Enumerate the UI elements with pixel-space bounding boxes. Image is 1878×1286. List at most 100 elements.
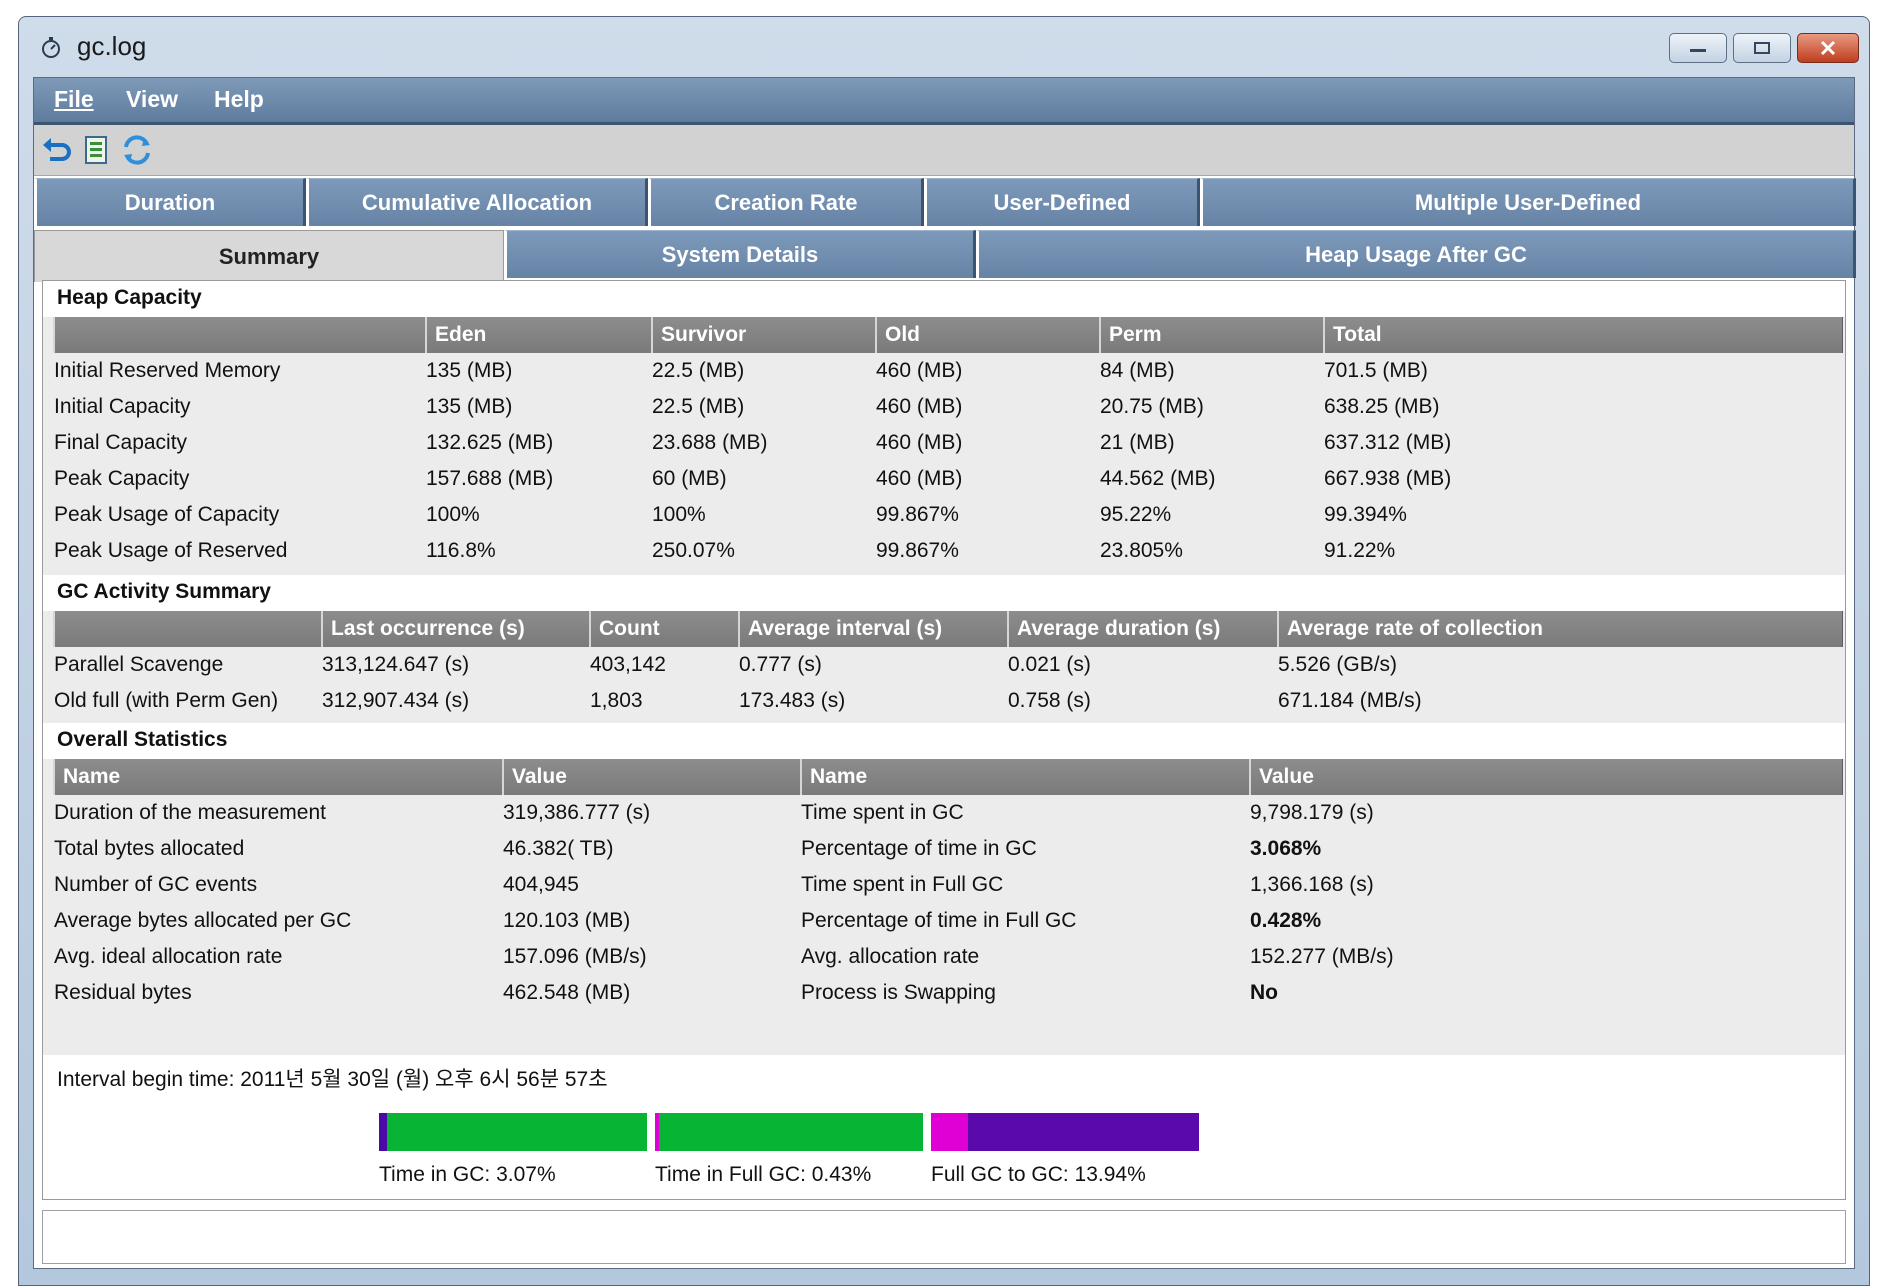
column-header[interactable]: Average interval (s)	[738, 611, 1009, 647]
undo-icon[interactable]	[40, 133, 74, 167]
menu-bar: File View Help	[34, 78, 1854, 125]
tab-heap-usage-after-gc[interactable]: Heap Usage After GC	[976, 230, 1856, 278]
table-cell: 135 (MB)	[426, 395, 513, 418]
table-row: Parallel Scavenge 313,124.647 (s) 403,142 0…	[54, 647, 1842, 683]
table-cell: 21 (MB)	[1100, 431, 1175, 454]
table-cell: Time spent in GC	[801, 801, 964, 824]
gc-ratio-bar	[931, 1113, 1199, 1151]
table-cell: 313,124.647 (s)	[322, 653, 470, 676]
tab-summary[interactable]: Summary	[34, 230, 504, 282]
column-header[interactable]	[53, 611, 323, 647]
table-cell: 0.777 (s)	[739, 653, 822, 676]
column-header[interactable]: Old	[875, 317, 1101, 353]
menu-file[interactable]: File	[54, 86, 94, 112]
column-header[interactable]: Average duration (s)	[1007, 611, 1279, 647]
bar-fill-segment	[387, 1113, 647, 1151]
interval-begin-time: Interval begin time: 2011년 5월 30일 (월) 오후…	[57, 1068, 608, 1091]
column-header[interactable]: Name	[800, 759, 1251, 795]
column-header[interactable]	[53, 317, 427, 353]
table-cell: Process is Swapping	[801, 981, 996, 1004]
table-cell: Percentage of time in Full GC	[801, 909, 1077, 932]
table-cell: 1,366.168 (s)	[1250, 873, 1374, 896]
table-cell: 116.8%	[426, 539, 496, 562]
table-cell: 157.096 (MB/s)	[503, 945, 647, 968]
tab-duration[interactable]: Duration	[34, 178, 306, 226]
table-cell: 23.688 (MB)	[652, 431, 768, 454]
column-header[interactable]: Last occurrence (s)	[321, 611, 591, 647]
table-cell: Duration of the measurement	[54, 801, 326, 824]
bar-accent-segment	[931, 1113, 968, 1151]
table-cell: 99.867%	[876, 539, 959, 562]
bar-accent-segment	[655, 1113, 659, 1151]
table-cell: 173.483 (s)	[739, 689, 846, 712]
title-bar[interactable]: gc.log	[19, 17, 1869, 75]
table-cell: Initial Reserved Memory	[54, 359, 281, 382]
menu-view[interactable]: View	[126, 86, 178, 112]
column-header[interactable]: Value	[1249, 759, 1843, 795]
table-cell: 403,142	[590, 653, 666, 676]
table-row: Peak Usage of Capacity 100% 100% 99.867% 95.…	[54, 497, 1842, 533]
tab-multiple-user-defined[interactable]: Multiple User-Defined	[1200, 178, 1856, 226]
column-header[interactable]: Value	[502, 759, 802, 795]
interval-section: Interval begin time: 2011년 5월 30일 (월) 오후…	[43, 1055, 1845, 1199]
table-cell: 638.25 (MB)	[1324, 395, 1440, 418]
status-bar	[42, 1210, 1846, 1264]
table-cell: No	[1250, 981, 1278, 1004]
table-cell: 312,907.434 (s)	[322, 689, 470, 712]
maximize-button[interactable]	[1733, 33, 1791, 63]
table-cell: 3.068%	[1250, 837, 1322, 860]
gc-activity-table: Last occurrence (s) Count Average interval…	[53, 611, 1843, 719]
export-icon[interactable]	[80, 133, 114, 167]
table-cell: 250.07%	[652, 539, 735, 562]
column-header[interactable]: Name	[53, 759, 504, 795]
table-cell: 0.758 (s)	[1008, 689, 1091, 712]
table-cell: Avg. ideal allocation rate	[54, 945, 283, 968]
table-cell: 22.5 (MB)	[652, 395, 745, 418]
column-header[interactable]: Total	[1323, 317, 1843, 353]
gc-ratio-label: Time in GC: 3.07%	[379, 1163, 556, 1186]
table-row: Peak Capacity 157.688 (MB) 60 (MB) 460 (MB)…	[54, 461, 1842, 497]
menu-help[interactable]: Help	[214, 86, 264, 112]
table-row: Total bytes allocated 46.382( TB) Percenta…	[54, 831, 1842, 867]
table-cell: Parallel Scavenge	[54, 653, 224, 676]
table-cell: 100%	[426, 503, 480, 526]
column-header[interactable]: Average rate of collection	[1277, 611, 1843, 647]
gc-ratio-bar	[379, 1113, 647, 1151]
close-button[interactable]	[1797, 33, 1859, 63]
bar-fill-segment	[968, 1113, 1199, 1151]
restore-icon	[1754, 42, 1770, 54]
table-cell: 95.22%	[1100, 503, 1172, 526]
overall-statistics-title: Overall Statistics	[43, 723, 1845, 759]
table-cell: Peak Usage of Reserved	[54, 539, 288, 562]
tab-user-defined[interactable]: User-Defined	[924, 178, 1200, 226]
table-cell: 46.382( TB)	[503, 837, 614, 860]
table-cell: 91.22%	[1324, 539, 1396, 562]
column-header[interactable]: Eden	[425, 317, 653, 353]
minimize-button[interactable]	[1669, 33, 1727, 63]
table-cell: Peak Usage of Capacity	[54, 503, 280, 526]
table-cell: 460 (MB)	[876, 395, 963, 418]
refresh-icon[interactable]	[120, 133, 154, 167]
tab-row-2: Summary System Details Heap Usage After …	[34, 230, 1856, 282]
table-cell: 99.394%	[1324, 503, 1407, 526]
gc-ratio-label: Full GC to GC: 13.94%	[931, 1163, 1146, 1186]
tab-system-details[interactable]: System Details	[504, 230, 976, 278]
table-cell: Number of GC events	[54, 873, 258, 896]
column-header[interactable]: Perm	[1099, 317, 1325, 353]
summary-panel: Heap Capacity Eden Survivor Old Perm Total I…	[42, 280, 1846, 1200]
table-cell: 135 (MB)	[426, 359, 513, 382]
table-row: Average bytes allocated per GC 120.103 (M…	[54, 903, 1842, 939]
table-cell: 99.867%	[876, 503, 959, 526]
table-row: Avg. ideal allocation rate 157.096 (MB/s)…	[54, 939, 1842, 975]
table-row: Residual bytes 462.548 (MB) Process is Swa…	[54, 975, 1842, 1011]
table-cell: 319,386.777 (s)	[503, 801, 651, 824]
table-cell: Time spent in Full GC	[801, 873, 1004, 896]
table-cell: 671.184 (MB/s)	[1278, 689, 1422, 712]
stopwatch-icon	[39, 35, 63, 59]
table-cell: Total bytes allocated	[54, 837, 245, 860]
column-header[interactable]: Count	[589, 611, 740, 647]
tab-creation-rate[interactable]: Creation Rate	[648, 178, 924, 226]
column-header[interactable]: Survivor	[651, 317, 877, 353]
table-cell: 460 (MB)	[876, 359, 963, 382]
tab-cumulative-allocation[interactable]: Cumulative Allocation	[306, 178, 648, 226]
